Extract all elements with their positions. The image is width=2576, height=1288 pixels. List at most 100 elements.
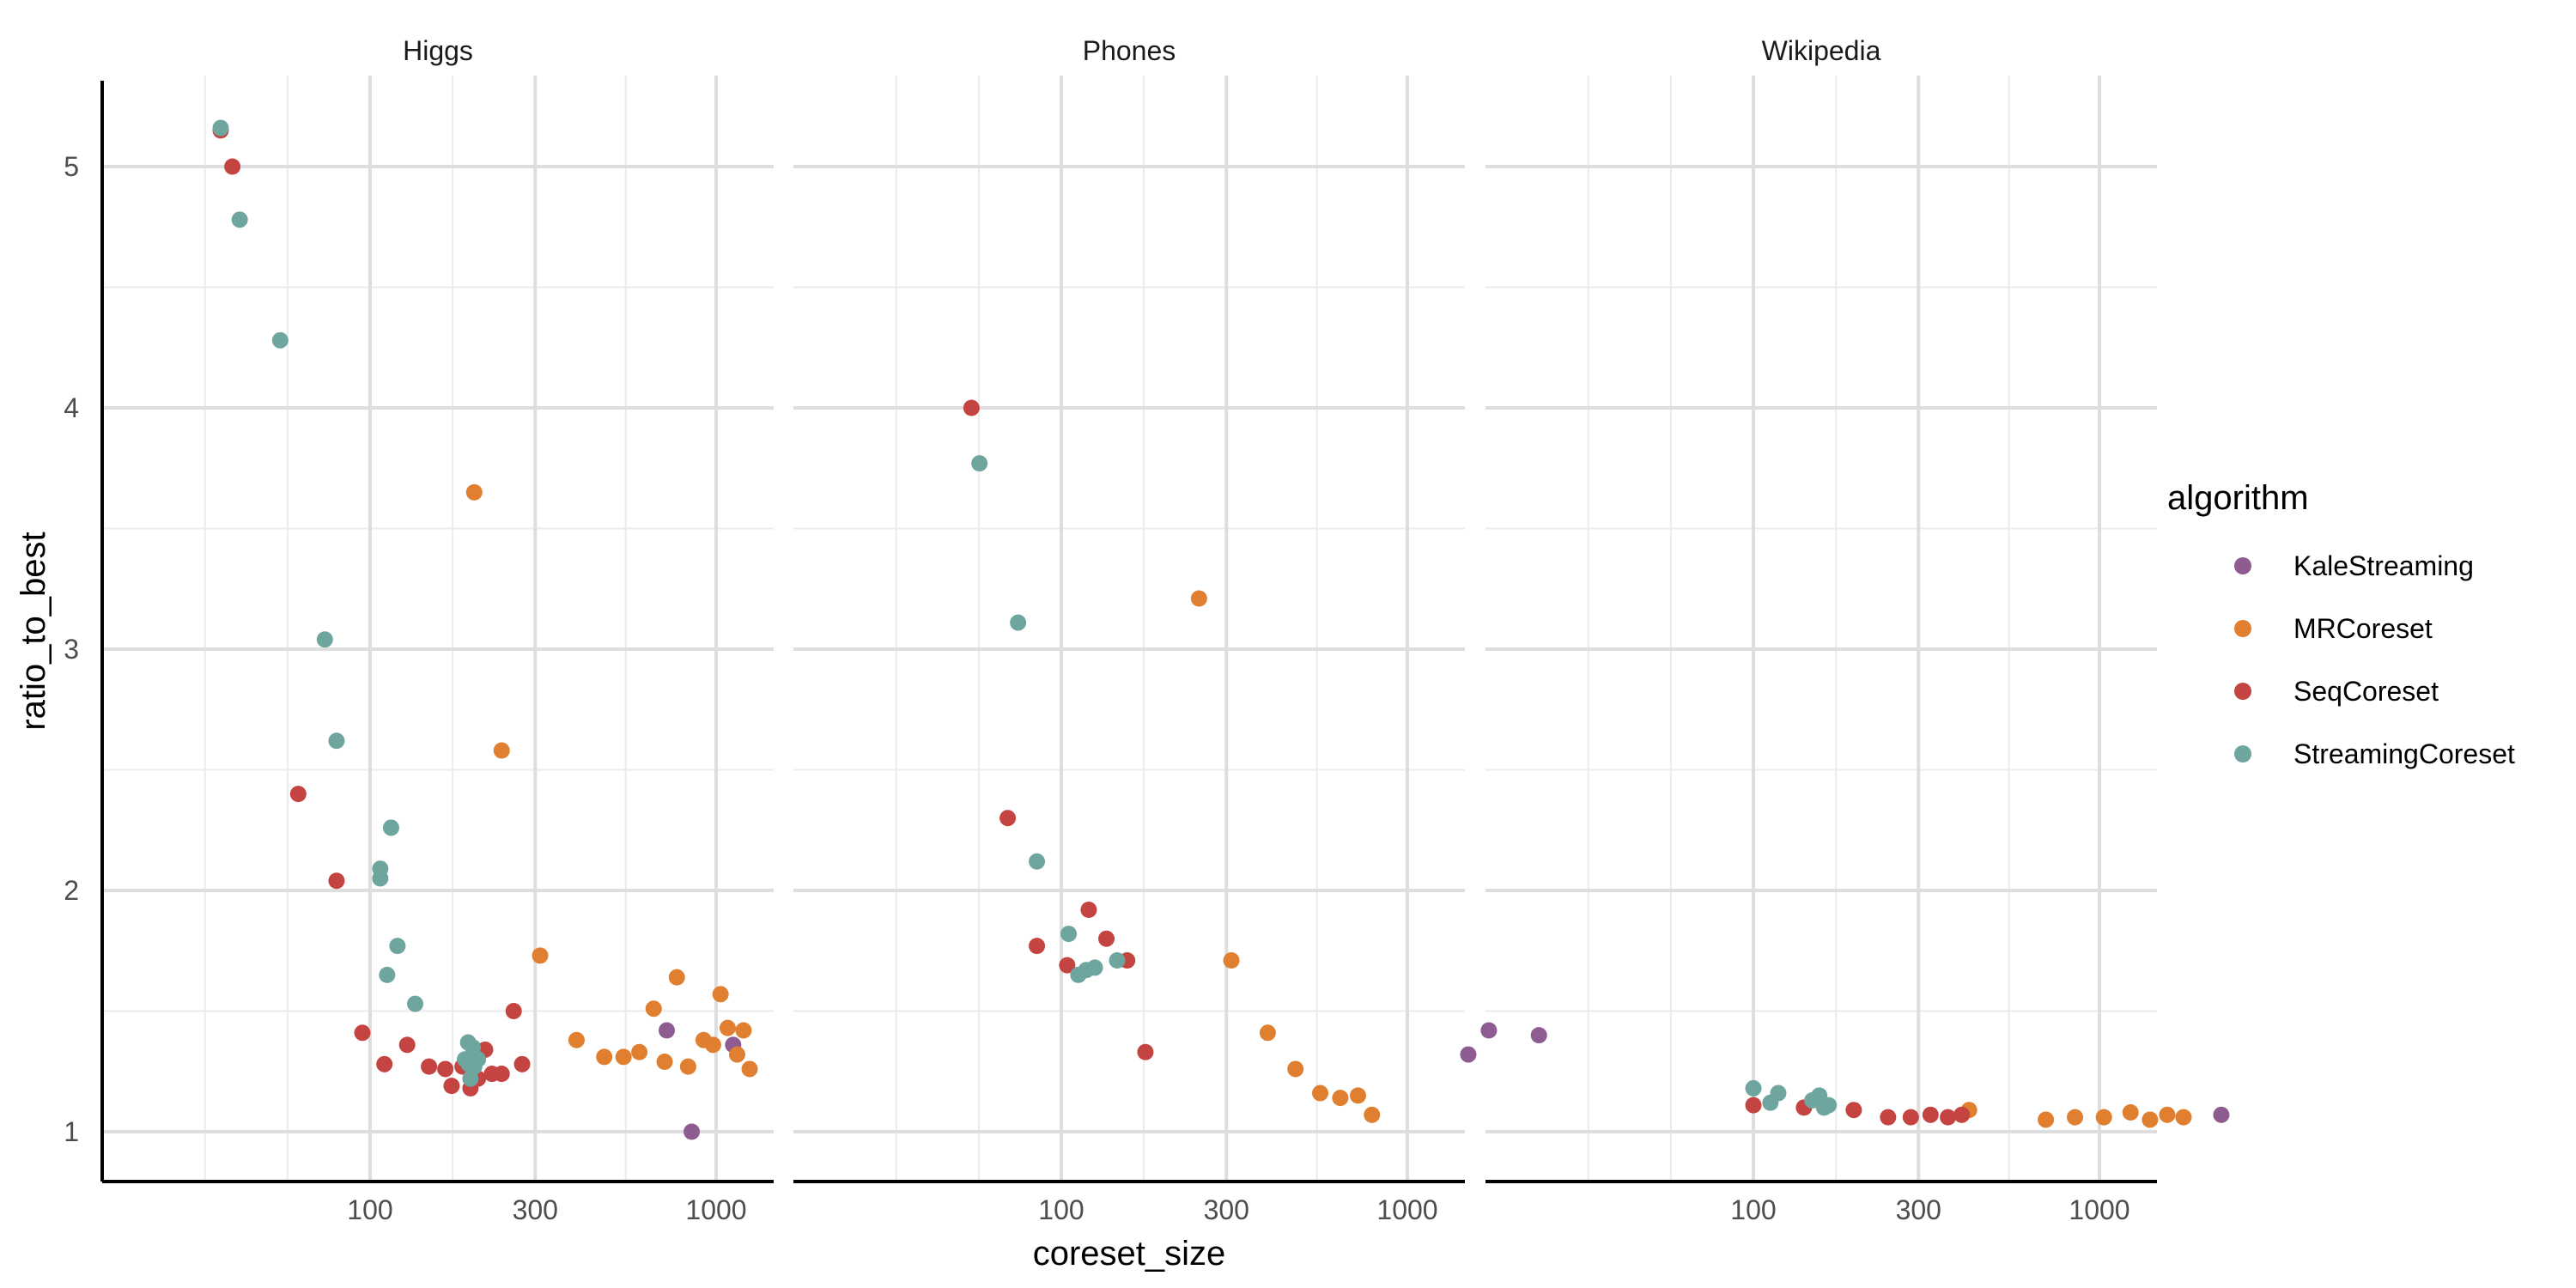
point-mrcoreset [596,1048,613,1066]
point-seqcoreset [1953,1106,1971,1123]
point-mrcoreset [719,1019,736,1036]
point-streamingcoreset [231,211,248,228]
point-mrcoreset [465,483,483,501]
point-streamingcoreset [212,119,229,137]
point-mrcoreset [2175,1109,2192,1126]
point-mrcoreset [2095,1109,2112,1126]
point-kalestreaming [659,1022,676,1039]
point-mrcoreset [568,1031,585,1048]
point-mrcoreset [668,969,685,986]
legend: algorithm KaleStreaming MRCoreset SeqCores… [2167,479,2515,769]
point-streamingcoreset [1109,951,1126,969]
point-seqcoreset [421,1058,438,1075]
point-seqcoreset [376,1055,393,1072]
point-seqcoreset [1880,1109,1897,1126]
x-tick-label: 100 [1730,1194,1776,1225]
y-tick-label: 3 [64,634,79,665]
point-streamingcoreset [372,870,389,887]
x-tick-label: 300 [513,1194,558,1225]
point-mrcoreset [2159,1106,2176,1123]
point-mrcoreset [741,1060,758,1078]
point-streamingcoreset [379,966,396,983]
point-seqcoreset [1098,930,1115,947]
point-seqcoreset [1137,1043,1154,1060]
panel-label-wikipedia: Wikipedia [1762,35,1881,66]
legend-key-mrcoreset [2234,620,2251,637]
point-mrcoreset [1223,951,1240,969]
y-axis-title: ratio_to_best [15,532,52,730]
legend-label-kalestreaming: KaleStreaming [2293,550,2474,581]
point-streamingcoreset [971,455,988,472]
point-mrcoreset [656,1054,673,1071]
point-seqcoreset [1922,1106,1939,1123]
point-streamingcoreset [462,1070,479,1087]
point-mrcoreset [532,947,549,964]
point-seqcoreset [328,872,345,890]
point-mrcoreset [1312,1084,1329,1102]
point-streamingcoreset [316,631,333,648]
point-mrcoreset [493,742,510,759]
data-points [212,119,2230,1140]
point-kalestreaming [2213,1106,2230,1123]
point-seqcoreset [1902,1109,1919,1126]
x-tick-label: 300 [1204,1194,1249,1225]
point-seqcoreset [1080,901,1097,918]
grid-layer [102,76,2157,1182]
legend-key-streamingcoreset [2234,745,2251,762]
y-tick-label: 2 [64,875,79,906]
point-seqcoreset [289,786,307,803]
legend-label-streamingcoreset: StreamingCoreset [2293,738,2515,769]
point-seqcoreset [1845,1102,1862,1119]
point-mrcoreset [2122,1104,2139,1121]
x-tick-label: 1000 [2069,1194,2129,1225]
y-tick-label: 1 [64,1116,79,1147]
point-seqcoreset [1029,938,1046,955]
point-streamingcoreset [1820,1097,1838,1114]
x-tick-label: 1000 [1376,1194,1437,1225]
point-mrcoreset [1287,1060,1304,1078]
point-streamingcoreset [1060,926,1078,943]
point-mrcoreset [1259,1024,1276,1042]
point-mrcoreset [712,986,729,1003]
point-streamingcoreset [389,938,406,955]
point-seqcoreset [493,1066,510,1083]
x-tick-label: 100 [1038,1194,1084,1225]
y-tick-label: 5 [64,151,79,182]
legend-label-mrcoreset: MRCoreset [2293,613,2433,644]
point-kalestreaming [1530,1027,1547,1044]
point-mrcoreset [2038,1111,2055,1128]
legend-title: algorithm [2167,479,2309,517]
point-mrcoreset [728,1046,745,1063]
point-seqcoreset [354,1024,371,1042]
point-streamingcoreset [1770,1084,1787,1102]
point-seqcoreset [398,1036,416,1054]
point-mrcoreset [1190,590,1207,607]
x-tick-label: 1000 [685,1194,746,1225]
point-seqcoreset [1059,957,1076,974]
point-seqcoreset [437,1060,454,1078]
axis-layer [100,81,2157,1183]
point-seqcoreset [999,810,1017,827]
point-mrcoreset [1350,1087,1367,1104]
y-tick-label: 4 [64,392,79,423]
point-seqcoreset [963,399,980,416]
point-mrcoreset [1364,1106,1381,1123]
legend-key-kalestreaming [2234,557,2251,574]
panel-strip-labels: Higgs Phones Wikipedia [403,35,1880,66]
point-streamingcoreset [382,819,399,836]
point-seqcoreset [443,1078,460,1095]
point-kalestreaming [1460,1046,1477,1063]
point-seqcoreset [505,1003,522,1019]
x-axis-title: coreset_size [1033,1235,1226,1273]
point-seqcoreset [1940,1109,1957,1126]
point-kalestreaming [683,1123,701,1140]
point-streamingcoreset [407,995,424,1012]
legend-entries: KaleStreaming MRCoreset SeqCoreset Streamin… [2234,550,2515,769]
point-seqcoreset [1745,1097,1762,1114]
legend-label-seqcoreset: SeqCoreset [2293,676,2439,707]
point-mrcoreset [615,1048,632,1066]
legend-key-seqcoreset [2234,683,2251,700]
point-mrcoreset [631,1043,648,1060]
point-mrcoreset [735,1022,752,1039]
